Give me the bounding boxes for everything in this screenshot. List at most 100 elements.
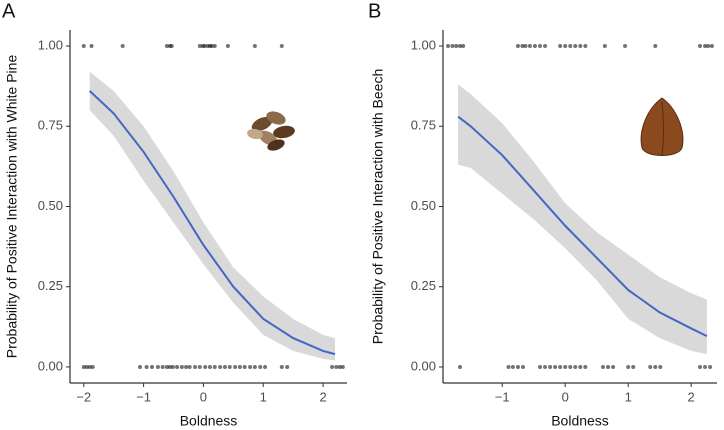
observation-point [538,364,543,369]
x-tick-label: −2 [76,389,91,404]
observation-point [227,364,232,369]
observation-point [520,364,525,369]
fit-line [457,115,708,338]
x-tick-label: 1 [260,389,267,404]
x-tick-label: 0 [562,389,569,404]
observation-point [337,364,342,369]
confidence-band [89,71,336,361]
observation-point [553,364,558,369]
observation-point [209,44,214,49]
observation-point [242,364,247,369]
x-tick-label: 2 [319,389,326,404]
y-tick-label: 0.00 [411,358,436,373]
observation-point [222,364,227,369]
observation-point [334,364,339,369]
observation-point [285,364,290,369]
observation-point [164,44,169,49]
observation-point [446,44,451,49]
observation-point [706,44,711,49]
pine-seeds-image [247,111,295,151]
x-tick-label: 1 [625,389,632,404]
observation-point [458,44,463,49]
observation-point [202,44,207,49]
observation-point [532,44,537,49]
observation-point [252,364,257,369]
observation-point [197,364,202,369]
beech-nut-image [640,97,684,157]
panel: 0.00 0.25 0.50 0.75 1.00 −2 −1 0 1 2 Boldness Proba… [2,0,347,429]
observation-point [583,364,588,369]
observation-point [184,364,189,369]
observation-point [207,364,212,369]
panel-label: B [368,0,381,22]
observation-point [515,364,520,369]
observation-point [263,364,268,369]
observation-point [81,364,86,369]
y-axis-title: Probability of Positive Interaction with… [370,69,386,344]
observation-point [179,364,184,369]
observation-point [144,364,149,369]
y-tick-label: 0.75 [38,118,63,133]
observation-point [703,364,708,369]
observation-point [578,44,583,49]
observation-point [203,364,208,369]
observation-point [600,364,605,369]
observation-point [578,364,583,369]
observation-point [212,44,217,49]
observation-point [697,364,702,369]
x-tick-label: −1 [136,389,151,404]
observation-point [708,364,713,369]
observation-point [658,364,663,369]
observation-point [454,44,459,49]
observation-point [506,364,511,369]
observation-point [626,364,631,369]
observation-point [258,364,263,369]
y-axis-title: Probability of Positive Interaction with… [4,55,20,359]
observation-point [167,364,172,369]
x-tick-label: −1 [495,389,510,404]
observation-point [252,44,257,49]
observation-point [169,44,174,49]
y-tick-label: 0.00 [38,358,63,373]
observation-point [623,44,628,49]
observation-point [187,364,192,369]
observation-point [568,364,573,369]
y-tick-label: 1.00 [38,37,63,52]
observation-point [538,44,543,49]
observation-point [697,44,702,49]
confidence-band [458,84,707,355]
observation-point [225,44,230,49]
observation-point [709,44,714,49]
x-tick-label: 0 [200,389,207,404]
observation-point [90,364,95,369]
fit-line [89,90,336,356]
y-tick-label: 0.50 [411,198,436,213]
observation-point [573,364,578,369]
observation-point [212,364,217,369]
observation-point [89,44,94,49]
observation-point [461,44,466,49]
observation-point [606,364,611,369]
observation-point [87,364,92,369]
observation-point [703,44,708,49]
observation-point [520,44,525,49]
observation-point [558,364,563,369]
observation-point [563,44,568,49]
observation-point [583,44,588,49]
observation-point [120,44,125,49]
observation-point [523,44,528,49]
observation-point [175,364,180,369]
observation-point [340,364,345,369]
observation-point [648,364,653,369]
y-tick-label: 0.25 [38,278,63,293]
observation-point [548,364,553,369]
observation-point [458,364,463,369]
observation-point [558,44,563,49]
observation-point [81,44,86,49]
y-tick-label: 0.75 [411,118,436,133]
y-tick-label: 1.00 [411,37,436,52]
observation-point [137,364,142,369]
observation-point [653,364,658,369]
observation-point [573,44,578,49]
observation-point [170,364,175,369]
